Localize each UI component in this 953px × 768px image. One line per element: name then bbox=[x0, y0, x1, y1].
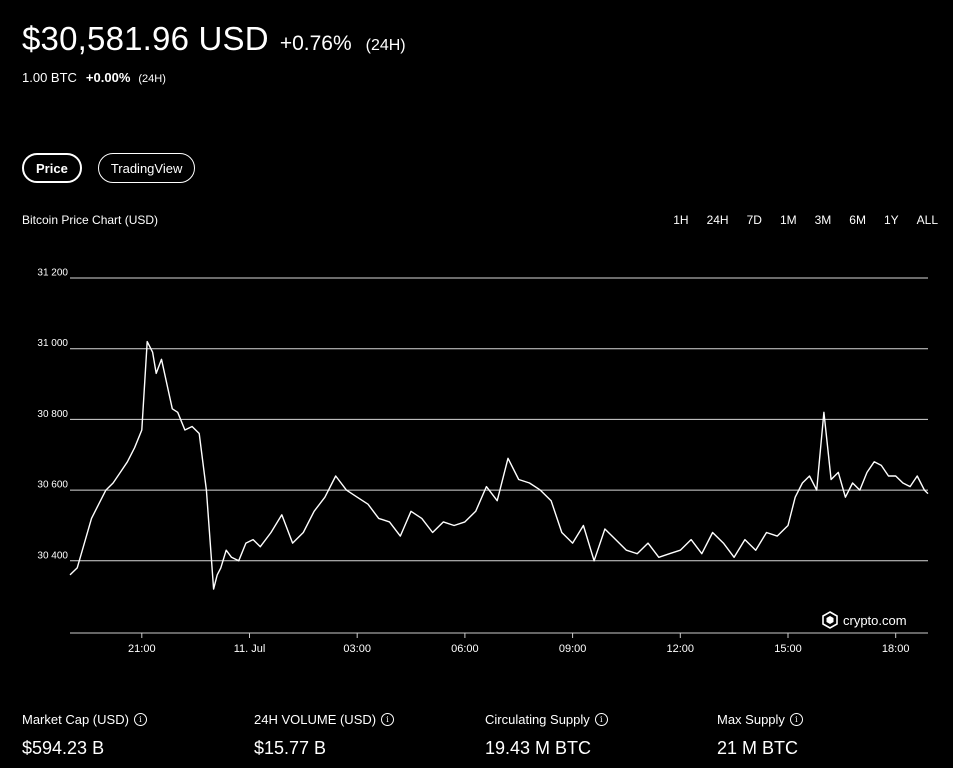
y-tick-label: 30 400 bbox=[37, 550, 68, 561]
x-tick-label: 21:00 bbox=[128, 643, 156, 655]
y-tick-label: 30 600 bbox=[37, 480, 68, 491]
watermark-text: crypto.com bbox=[843, 613, 907, 628]
x-tick-label: 15:00 bbox=[774, 643, 802, 655]
range-all[interactable]: ALL bbox=[916, 213, 938, 227]
crypto-logo-icon bbox=[822, 611, 838, 629]
y-tick-label: 31 200 bbox=[37, 268, 68, 279]
range-24h[interactable]: 24H bbox=[706, 213, 729, 227]
btc-amount: 1.00 BTC bbox=[22, 70, 77, 85]
stat-max-supply: Max Supply i 21 M BTC bbox=[717, 712, 803, 759]
time-range-selector: 1H 24H 7D 1M 3M 6M 1Y ALL bbox=[673, 213, 938, 227]
x-tick-label: 06:00 bbox=[451, 643, 479, 655]
btc-row: 1.00 BTC +0.00% (24H) bbox=[22, 70, 166, 85]
x-tick-label: 12:00 bbox=[667, 643, 695, 655]
info-icon[interactable]: i bbox=[594, 713, 608, 726]
tab-price[interactable]: Price bbox=[22, 153, 82, 183]
stat-value: $594.23 B bbox=[22, 738, 105, 758]
stat-label: Market Cap (USD) bbox=[22, 712, 129, 727]
x-tick-label: 09:00 bbox=[559, 643, 587, 655]
stat-24h-volume: 24H VOLUME (USD) i $15.77 B bbox=[254, 712, 395, 759]
btc-period: (24H) bbox=[138, 73, 166, 85]
stat-label: Circulating Supply bbox=[485, 712, 590, 727]
stat-value: 21 M BTC bbox=[717, 738, 799, 758]
range-6m[interactable]: 6M bbox=[849, 213, 866, 227]
range-1m[interactable]: 1M bbox=[779, 213, 797, 227]
price-change: +0.76% bbox=[279, 32, 352, 55]
stat-value: 19.43 M BTC bbox=[485, 738, 592, 758]
stat-label: 24H VOLUME (USD) bbox=[254, 712, 377, 727]
y-tick-label: 30 800 bbox=[37, 409, 68, 420]
crypto-logo-inner bbox=[826, 616, 834, 624]
chart-tabs: Price TradingView bbox=[22, 153, 196, 183]
tab-tradingview[interactable]: TradingView bbox=[97, 153, 196, 183]
y-tick-label: 31 000 bbox=[37, 338, 68, 349]
x-tick-label: 11. Jul bbox=[234, 643, 266, 655]
x-tick-label: 18:00 bbox=[882, 643, 910, 655]
price-period: (24H) bbox=[365, 37, 406, 54]
info-icon[interactable]: i bbox=[381, 713, 395, 726]
range-3m[interactable]: 3M bbox=[814, 213, 832, 227]
crypto-watermark: crypto.com bbox=[822, 611, 907, 629]
price-value: $30,581.96 USD bbox=[22, 20, 269, 57]
stats-row: Market Cap (USD) i $594.23 B 24H VOLUME … bbox=[22, 712, 942, 768]
chart-title: Bitcoin Price Chart (USD) bbox=[22, 213, 159, 227]
price-header: $30,581.96 USD +0.76% (24H) bbox=[22, 20, 406, 58]
info-icon[interactable]: i bbox=[133, 713, 147, 726]
price-chart[interactable]: 31 200 31 000 30 800 30 600 30 400 21:00 11. … bbox=[0, 255, 953, 665]
stat-value: $15.77 B bbox=[254, 738, 327, 758]
btc-change: +0.00% bbox=[85, 70, 131, 85]
stat-market-cap: Market Cap (USD) i $594.23 B bbox=[22, 712, 147, 759]
stat-circulating-supply: Circulating Supply i 19.43 M BTC bbox=[485, 712, 608, 759]
x-tick-label: 03:00 bbox=[343, 643, 371, 655]
range-7d[interactable]: 7D bbox=[746, 213, 762, 227]
price-line bbox=[69, 340, 929, 590]
stat-label: Max Supply bbox=[717, 712, 785, 727]
range-1y[interactable]: 1Y bbox=[883, 213, 899, 227]
info-icon[interactable]: i bbox=[789, 713, 803, 726]
range-1h[interactable]: 1H bbox=[673, 213, 689, 227]
